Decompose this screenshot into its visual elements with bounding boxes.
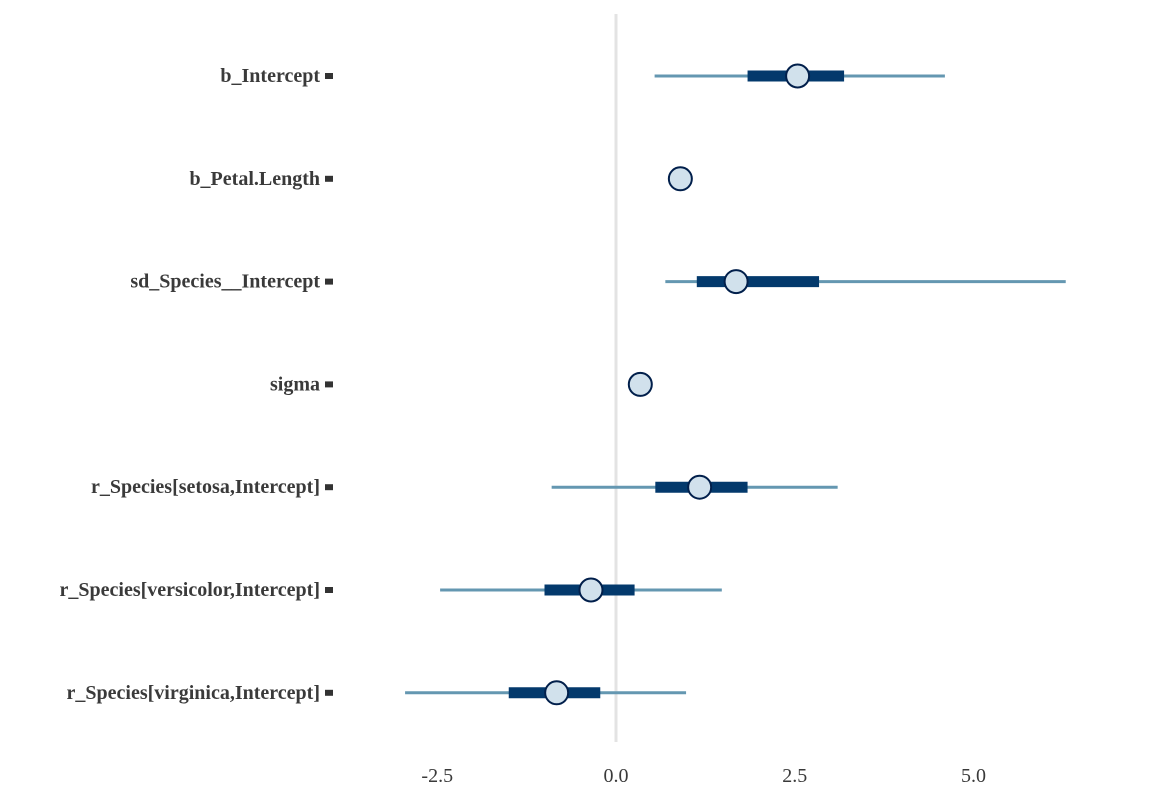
parameter-row: r_Species[virginica,Intercept] [67,680,687,706]
point-estimate [578,577,604,603]
parameter-row: sd_Species__Intercept [130,269,1066,295]
point-estimate [723,269,749,295]
parameter-row: r_Species[setosa,Intercept] [91,474,838,500]
y-tick-label: b_Intercept [220,65,320,87]
point-estimate [627,371,653,397]
y-tick-label: r_Species[setosa,Intercept] [91,476,320,498]
point-estimate [785,63,811,89]
parameter-row: sigma [270,371,653,397]
y-tick-label: b_Petal.Length [189,168,320,190]
point-estimate [687,474,713,500]
point-estimate [667,166,693,192]
y-tick-label: r_Species[versicolor,Intercept] [60,579,320,601]
x-tick-label: 5.0 [961,765,986,787]
y-tick-label: r_Species[virginica,Intercept] [67,682,320,704]
x-tick-label: 2.5 [782,765,807,787]
y-tick-label: sigma [270,373,320,395]
y-tick-label: sd_Species__Intercept [130,271,320,293]
parameter-row: r_Species[versicolor,Intercept] [60,577,722,603]
x-tick-label: 0.0 [604,765,629,787]
point-estimate [544,680,570,706]
parameter-row: b_Intercept [220,63,945,89]
x-tick-label: -2.5 [421,765,453,787]
parameter-row: b_Petal.Length [189,166,693,192]
